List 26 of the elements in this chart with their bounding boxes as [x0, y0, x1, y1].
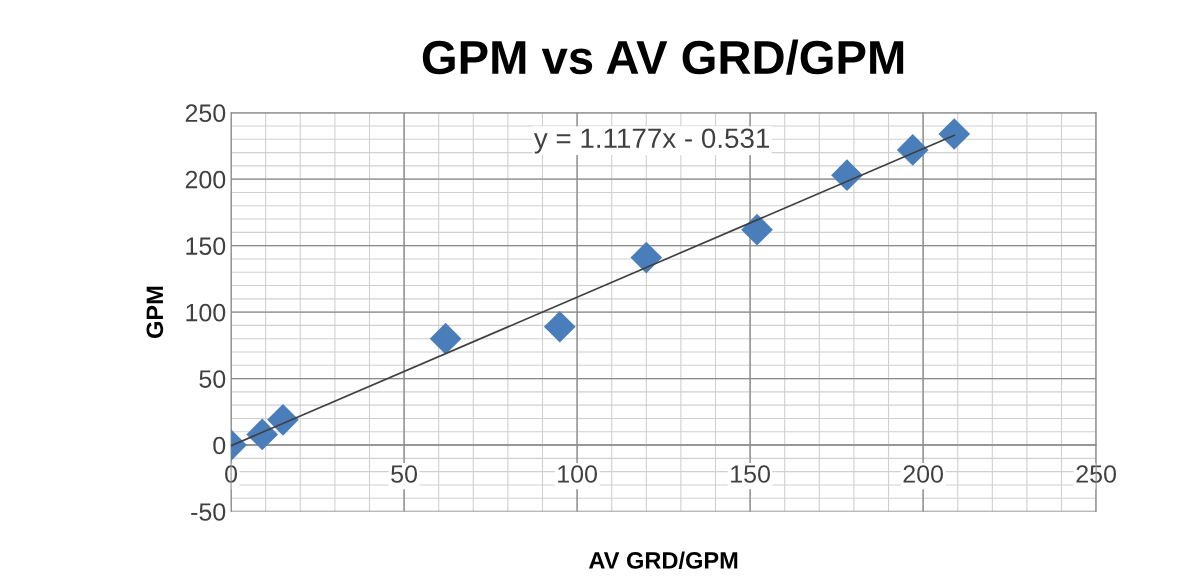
y-tick-label: 150: [186, 237, 226, 255]
point: [831, 159, 863, 192]
x-tick-label: 250: [1076, 465, 1116, 483]
x-tick-label: 100: [558, 465, 597, 483]
y-tick-label: -50: [191, 503, 226, 521]
x-axis-title: AV GRD/GPM: [588, 551, 738, 569]
chart-title: GPM vs AV GRD/GPM: [422, 39, 904, 75]
point: [896, 134, 929, 166]
annotation: y = 1.1177x - 0.531: [533, 128, 770, 154]
point: [741, 213, 773, 246]
y-tick-label: 100: [186, 303, 226, 322]
point: [429, 322, 462, 355]
point: [543, 310, 576, 343]
x-tick-label: 150: [731, 465, 770, 483]
y-tick-label: 50: [199, 370, 226, 388]
y-tick-label: 200: [185, 170, 226, 189]
y-tick-label: 0: [213, 436, 226, 455]
point: [267, 403, 299, 436]
x-tick-label: 0: [225, 465, 238, 483]
point: [246, 418, 279, 451]
x-tick-label: 200: [903, 465, 943, 483]
point: [938, 118, 971, 150]
x-tick-label: 50: [391, 465, 418, 483]
y-tick-label: 250: [185, 104, 226, 123]
point: [630, 241, 663, 274]
y-axis-title: GPM: [146, 286, 164, 339]
